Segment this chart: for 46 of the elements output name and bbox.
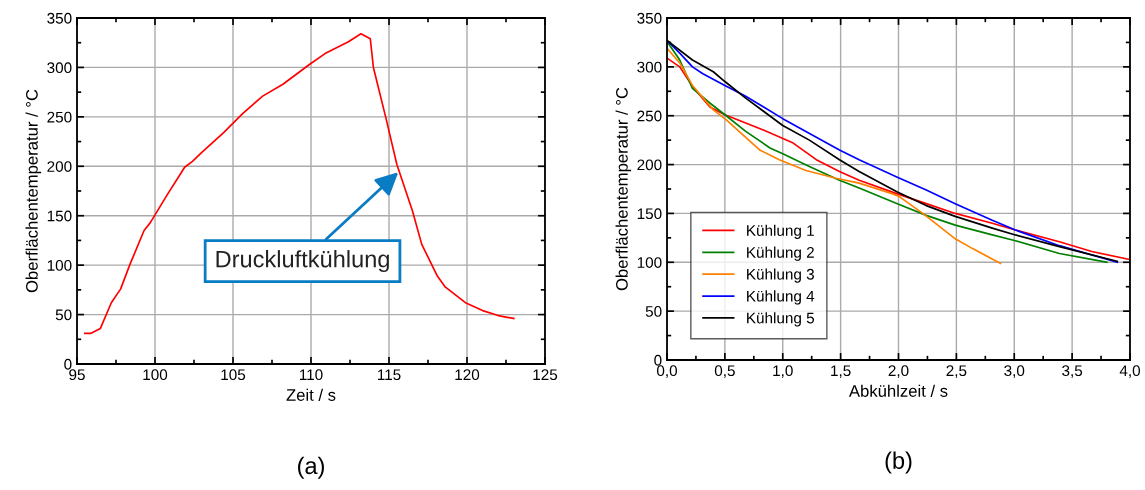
x-tick-label: 120: [455, 369, 480, 381]
y-tick-label: 0: [654, 354, 662, 366]
y-tick-label: 350: [47, 12, 72, 24]
y-tick-label: 100: [47, 260, 72, 271]
x-tick-label: 3,0: [1004, 365, 1025, 378]
x-tick-label: 115: [377, 369, 401, 381]
text: (b): [885, 451, 912, 474]
y-tick-label: 150: [47, 210, 72, 222]
x-tick-label: 4,0: [1119, 365, 1141, 378]
legend-label: Kühlung 2: [747, 246, 814, 261]
x-tick-label: 110: [299, 369, 323, 381]
x-tick-label: 0,0: [656, 365, 678, 378]
y-tick-label: 50: [55, 309, 72, 321]
y-tick-label: 300: [47, 62, 72, 74]
y-tick-label: 50: [645, 306, 662, 317]
x-tick-label: 2,0: [888, 365, 909, 378]
y-tick-label: 150: [637, 208, 662, 220]
y-tick-label: 300: [637, 61, 662, 73]
y-tick-label: 350: [637, 12, 662, 24]
x-tick-label: 95: [69, 369, 85, 381]
x-tick-label: 3,5: [1062, 365, 1083, 378]
x-tick-label: 1,0: [773, 365, 793, 378]
y-tick-label: 200: [637, 159, 662, 171]
line-series: [667, 47, 1002, 265]
annotation: Druckluftkühlung: [216, 250, 389, 273]
x-axis-title: Abkühlzeit / s: [848, 384, 948, 397]
y-tick-label: 0: [64, 358, 72, 370]
x-tick-label: 0,5: [714, 365, 735, 378]
y-axis-title: Oberflächentemperatur / °C: [25, 89, 42, 293]
x-tick-label: 100: [143, 369, 168, 381]
legend-label: Kühlung 1: [747, 224, 814, 239]
legend-label: Kühlung 3: [747, 268, 814, 283]
line-series: [83, 32, 515, 335]
y-tick-label: 100: [637, 257, 662, 268]
y-axis-title: Oberflächentemperatur / °C: [615, 87, 632, 291]
y-tick-label: 250: [637, 110, 662, 122]
x-tick-label: 2,5: [946, 365, 967, 378]
x-tick-label: 105: [221, 369, 246, 381]
text: (a): [298, 456, 324, 479]
y-tick-label: 200: [47, 161, 72, 172]
x-axis-title: Zeit / s: [286, 388, 336, 401]
x-tick-label: 125: [533, 369, 558, 381]
legend-label: Kühlung 5: [747, 312, 815, 327]
y-tick-label: 250: [47, 111, 72, 123]
x-tick-label: 1,5: [831, 365, 851, 378]
legend-label: Kühlung 4: [747, 290, 815, 305]
